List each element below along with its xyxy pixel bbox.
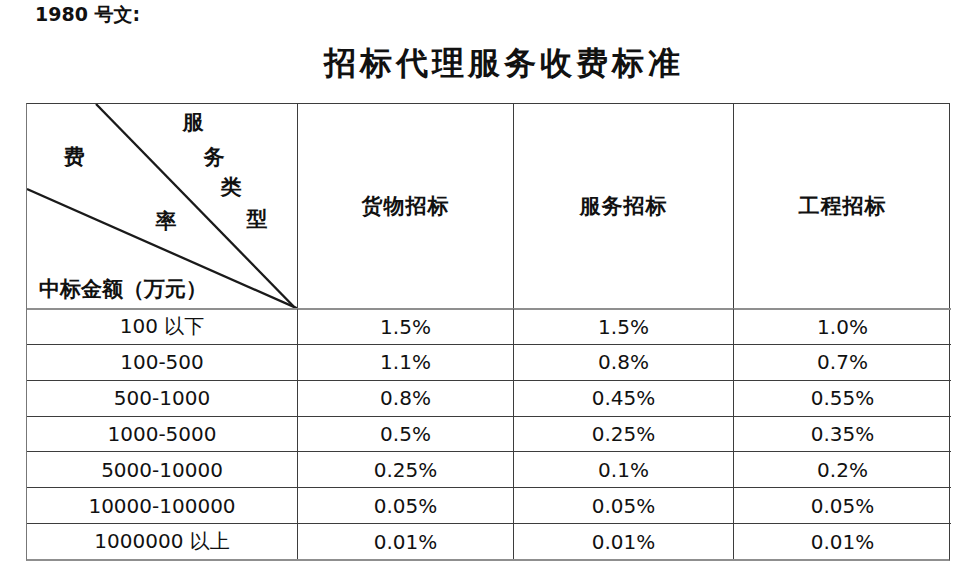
corner-fee-char: 费	[64, 147, 85, 168]
rate-cell: 0.1%	[514, 451, 734, 487]
rate-cell: 1.5%	[298, 308, 514, 344]
rate-cell: 0.01%	[734, 523, 951, 559]
col-header-label: 货物招标	[362, 192, 450, 220]
rate-text: 0.45%	[592, 386, 656, 410]
rate-text: 1.1%	[380, 350, 431, 374]
col-header-engineering-bidding: 工程招标	[734, 104, 951, 308]
rate-text: 0.01%	[374, 530, 438, 554]
rate-text: 0.8%	[598, 350, 649, 374]
rate-text: 0.2%	[817, 458, 868, 482]
rate-cell: 0.5%	[298, 416, 514, 452]
document-page: { "page": { "doc_ref": "1980 号文:", "titl…	[0, 0, 976, 581]
amount-cell: 500-1000	[27, 380, 298, 416]
rate-text: 1.5%	[380, 315, 431, 339]
rate-text: 0.8%	[380, 386, 431, 410]
fee-standard-table: 费 率 服 务 类 型 中标金额（万元） 货物招标 服务招标 工程招标 100 …	[26, 103, 950, 561]
rate-cell: 0.25%	[298, 451, 514, 487]
rate-cell: 0.01%	[514, 523, 734, 559]
rate-cell: 0.05%	[298, 487, 514, 523]
rate-cell: 0.45%	[514, 380, 734, 416]
rate-text: 0.55%	[811, 386, 875, 410]
rate-cell: 0.35%	[734, 416, 951, 452]
rate-text: 0.05%	[592, 494, 656, 518]
amount-cell: 5000-10000	[27, 451, 298, 487]
corner-service-char-3: 类	[221, 177, 242, 198]
rate-cell: 1.0%	[734, 308, 951, 344]
col-header-goods-bidding: 货物招标	[298, 104, 514, 308]
amount-text: 5000-10000	[101, 458, 223, 482]
rate-text: 0.25%	[374, 458, 438, 482]
title-container: 招标代理服务收费标准	[0, 42, 976, 86]
col-header-label: 工程招标	[799, 192, 887, 220]
rate-text: 1.0%	[817, 315, 868, 339]
col-header-label: 服务招标	[580, 192, 668, 220]
amount-cell: 1000000 以上	[27, 523, 298, 559]
col-header-service-bidding: 服务招标	[514, 104, 734, 308]
rate-text: 0.05%	[374, 494, 438, 518]
amount-text: 100 以下	[120, 313, 205, 340]
document-number: 1980 号文:	[35, 2, 140, 28]
amount-text: 100-500	[120, 350, 204, 374]
amount-cell: 100 以下	[27, 308, 298, 344]
rate-cell: 1.5%	[514, 308, 734, 344]
rate-text: 0.5%	[380, 422, 431, 446]
amount-cell: 10000-100000	[27, 487, 298, 523]
amount-text: 1000000 以上	[94, 528, 229, 555]
amount-cell: 100-500	[27, 344, 298, 380]
rate-cell: 0.05%	[514, 487, 734, 523]
rate-text: 0.01%	[811, 530, 875, 554]
rate-text: 0.05%	[811, 494, 875, 518]
amount-cell: 1000-5000	[27, 416, 298, 452]
corner-amount-label: 中标金额（万元）	[39, 275, 207, 303]
rate-cell: 0.55%	[734, 380, 951, 416]
rate-cell: 0.8%	[298, 380, 514, 416]
amount-text: 1000-5000	[107, 422, 216, 446]
rate-cell: 0.7%	[734, 344, 951, 380]
amount-text: 500-1000	[114, 386, 210, 410]
rate-text: 0.25%	[592, 422, 656, 446]
corner-service-char-4: 型	[247, 209, 268, 230]
rate-cell: 0.2%	[734, 451, 951, 487]
rate-text: 0.01%	[592, 530, 656, 554]
corner-service-char-2: 务	[204, 147, 225, 168]
table-corner-cell: 费 率 服 务 类 型 中标金额（万元）	[27, 104, 298, 308]
rate-cell: 0.05%	[734, 487, 951, 523]
corner-rate-char: 率	[156, 211, 177, 232]
rate-cell: 0.01%	[298, 523, 514, 559]
rate-text: 0.7%	[817, 350, 868, 374]
page-title: 招标代理服务收费标准	[324, 42, 684, 86]
rate-cell: 0.8%	[514, 344, 734, 380]
rate-cell: 1.1%	[298, 344, 514, 380]
rate-text: 0.1%	[598, 458, 649, 482]
rate-text: 1.5%	[598, 315, 649, 339]
corner-service-char-1: 服	[183, 112, 204, 133]
rate-cell: 0.25%	[514, 416, 734, 452]
amount-text: 10000-100000	[88, 494, 235, 518]
rate-text: 0.35%	[811, 422, 875, 446]
